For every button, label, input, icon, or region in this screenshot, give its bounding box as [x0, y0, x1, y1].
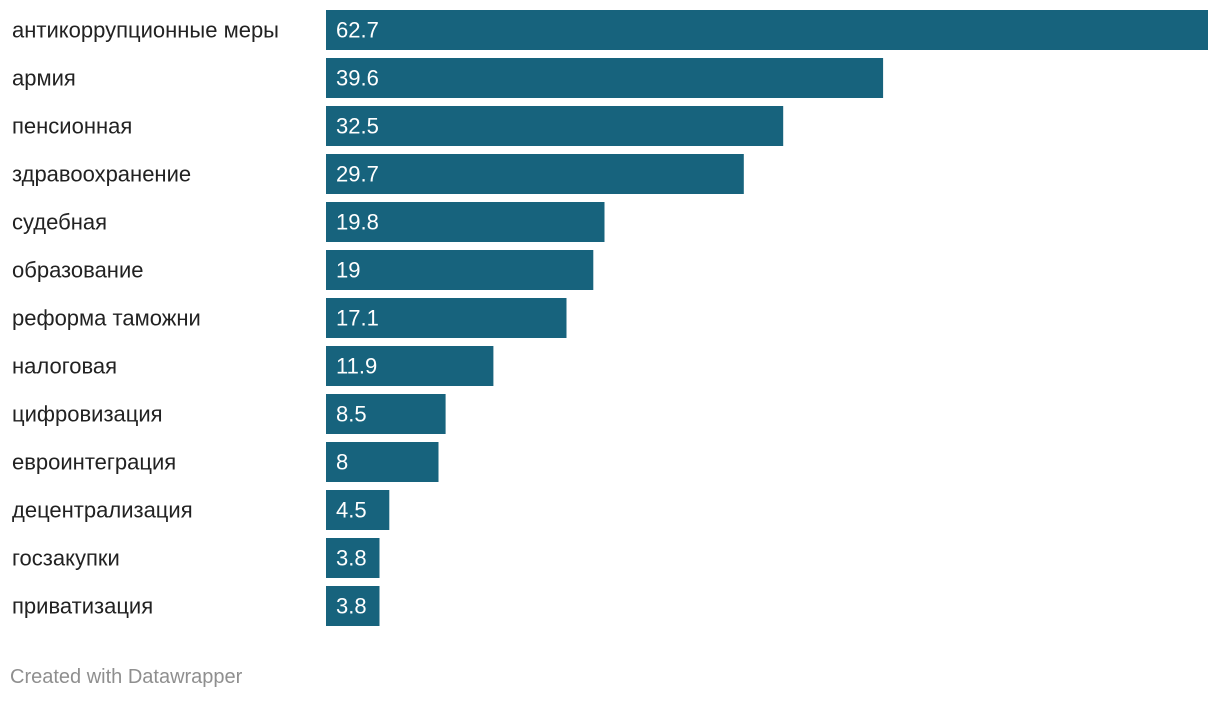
value-label-6: 17.1	[336, 306, 379, 331]
category-label-4: судебная	[12, 210, 107, 235]
bar-0	[326, 10, 1208, 50]
bars-group: антикоррупционные меры 62.7 армия 39.6 пенси…	[12, 10, 1208, 626]
category-label-3: здравоохранение	[12, 162, 191, 187]
category-label-1: армия	[12, 66, 76, 91]
bar-9	[326, 442, 439, 482]
bar-7	[326, 346, 494, 386]
value-label-2: 32.5	[336, 114, 379, 139]
bar-6	[326, 298, 567, 338]
bar-11	[326, 538, 380, 578]
category-label-5: образование	[12, 258, 143, 283]
bar-5	[326, 250, 594, 290]
bar-12	[326, 586, 380, 626]
bar-10	[326, 490, 390, 530]
datawrapper-credit: Created with Datawrapper	[10, 666, 243, 688]
value-label-12: 3.8	[336, 594, 367, 619]
category-label-0: антикоррупционные меры	[12, 18, 279, 43]
bar-1	[326, 58, 884, 98]
category-label-12: приватизация	[12, 594, 153, 619]
value-label-7: 11.9	[336, 354, 377, 379]
category-label-9: евроинтеграция	[12, 450, 176, 475]
bar-2	[326, 106, 784, 146]
value-label-11: 3.8	[336, 546, 367, 571]
category-label-8: цифровизация	[12, 402, 163, 427]
bar-8	[326, 394, 446, 434]
category-label-11: госзакупки	[12, 546, 120, 571]
value-label-5: 19	[336, 258, 360, 283]
bar-3	[326, 154, 744, 194]
category-label-7: налоговая	[12, 354, 117, 379]
category-label-2: пенсионная	[12, 114, 132, 139]
category-label-10: децентрализация	[12, 498, 193, 523]
value-label-9: 8	[336, 450, 348, 475]
value-label-1: 39.6	[336, 66, 379, 91]
value-label-10: 4.5	[336, 498, 367, 523]
bar-4	[326, 202, 605, 242]
value-label-0: 62.7	[336, 18, 379, 43]
value-label-3: 29.7	[336, 162, 379, 187]
value-label-8: 8.5	[336, 402, 367, 427]
category-label-6: реформа таможни	[12, 306, 201, 331]
value-label-4: 19.8	[336, 210, 379, 235]
